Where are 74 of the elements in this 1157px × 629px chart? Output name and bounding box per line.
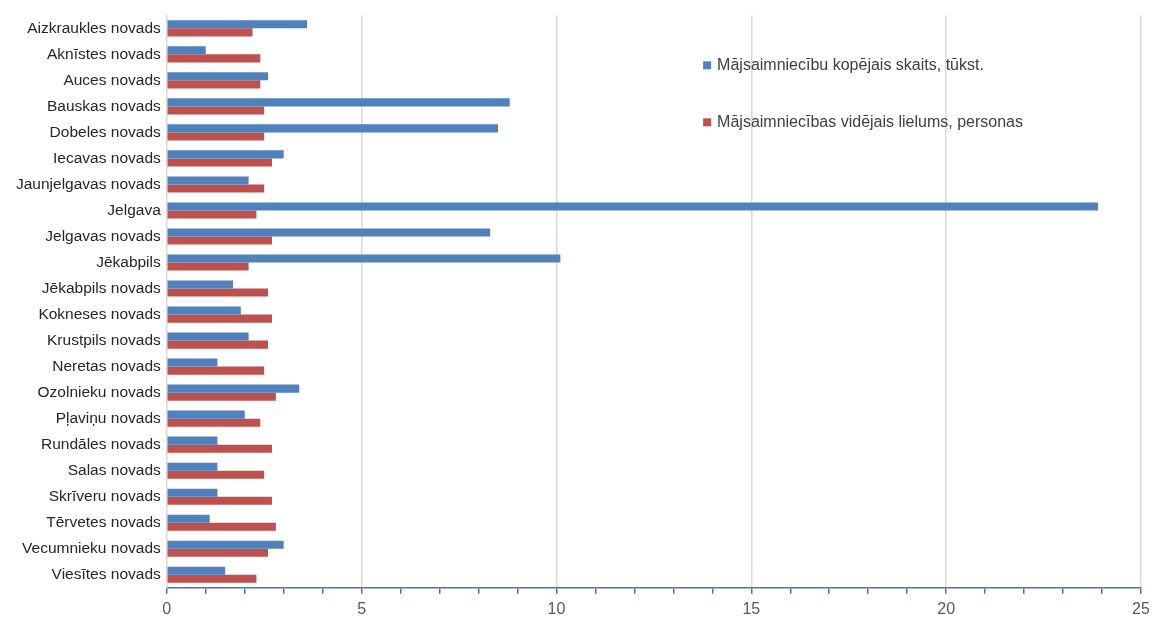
- bar: [167, 488, 218, 497]
- y-tick-label: Rundāles novads: [40, 434, 162, 452]
- y-tick-label: Aknīstes novads: [47, 44, 162, 62]
- y-tick-label: Neretas novads: [52, 356, 162, 374]
- bar: [167, 124, 499, 133]
- bar: [167, 280, 234, 289]
- y-tick-label: Vecumnieku novads: [22, 539, 162, 557]
- bar: [167, 184, 265, 193]
- legend-label: Mājsaimniecības vidējais lielums, personas: [717, 112, 1023, 130]
- y-tick-label: Jelgavas novads: [45, 226, 162, 244]
- x-tick-label: 10: [547, 599, 566, 617]
- bar: [167, 314, 272, 323]
- y-tick-label: Jaunjelgavas novads: [15, 174, 161, 192]
- bar: [167, 418, 261, 427]
- bar: [167, 444, 272, 453]
- y-tick-label: Skrīveru novads: [48, 487, 162, 504]
- bar: [167, 202, 1099, 211]
- bar: [167, 46, 206, 55]
- bar: [167, 80, 261, 89]
- y-tick-label: Tērvetes novads: [46, 513, 162, 531]
- x-tick-label: 25: [1132, 599, 1150, 617]
- bar: [167, 98, 510, 107]
- x-tick-label: 15: [742, 599, 761, 617]
- bar: [167, 158, 272, 167]
- bar: [167, 262, 249, 271]
- y-tick-label: Aizkraukles novads: [27, 18, 162, 36]
- y-tick-label: Viesītes novads: [51, 565, 161, 583]
- bar: [167, 470, 265, 479]
- bar: [167, 72, 269, 81]
- bar: [167, 150, 284, 159]
- bar: [167, 254, 561, 263]
- bar: [167, 332, 249, 341]
- y-tick-label: Bauskas novads: [47, 96, 161, 114]
- x-tick-label: 20: [937, 599, 956, 617]
- legend-label: Mājsaimniecību kopējais skaits, tūkst.: [717, 55, 984, 73]
- y-tick-label: Pļaviņu novads: [55, 408, 162, 426]
- bar: [167, 540, 284, 549]
- bar: [167, 54, 261, 63]
- x-tick-label: 0: [162, 599, 172, 617]
- bar: [167, 358, 218, 367]
- y-tick-label: Jēkabpils: [96, 252, 162, 270]
- bar: [167, 228, 491, 237]
- y-tick-label: Kokneses novads: [38, 304, 162, 322]
- bar: [167, 288, 269, 297]
- y-tick-label: Krustpils novads: [47, 330, 162, 348]
- y-tick-label: Jelgava: [107, 200, 162, 218]
- bar: [167, 522, 276, 531]
- bar: [167, 496, 272, 505]
- y-tick-label: Auces novads: [63, 70, 162, 88]
- bar: [167, 340, 269, 349]
- x-tick-label: 5: [357, 599, 367, 617]
- bar: [167, 462, 218, 471]
- bar: [167, 410, 245, 419]
- bar: [167, 436, 218, 445]
- bar: [167, 566, 226, 575]
- bar: [167, 384, 300, 393]
- bar: [167, 20, 308, 29]
- bar: [167, 306, 241, 315]
- bar: [167, 514, 210, 523]
- y-tick-label: Salas novads: [67, 460, 162, 478]
- bar: [167, 132, 265, 141]
- y-tick-label: Iecavas novads: [53, 148, 161, 166]
- bar: [167, 574, 257, 583]
- y-tick-label: Dobeles novads: [49, 122, 161, 140]
- bar: [167, 392, 276, 401]
- bar: [167, 176, 249, 185]
- bar: [167, 106, 265, 115]
- y-tick-label: Ozolnieku novads: [37, 382, 162, 400]
- bar: [167, 548, 269, 557]
- bar: [167, 210, 257, 219]
- bar: [167, 28, 253, 37]
- bar: [167, 366, 265, 375]
- bar: [167, 236, 272, 245]
- y-tick-label: Jēkabpils novads: [41, 278, 161, 296]
